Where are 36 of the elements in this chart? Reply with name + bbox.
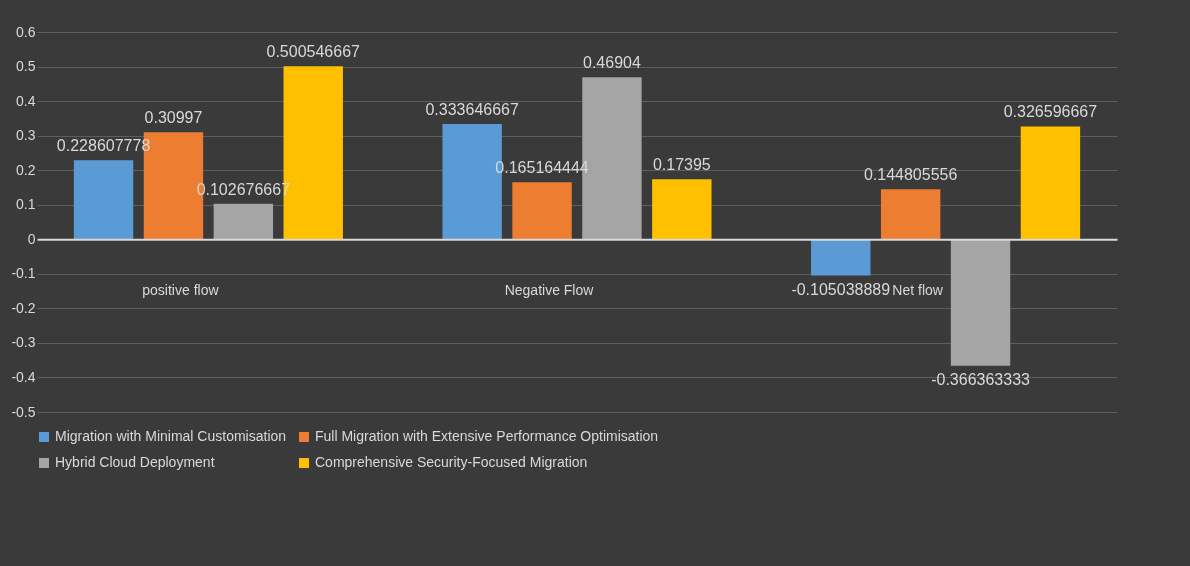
y-tick-label: 0 — [27, 230, 36, 247]
y-tick-label: -0.4 — [11, 368, 36, 385]
y-tick-label: 0.1 — [16, 196, 36, 213]
legend-label: Comprehensive Security-Focused Migration — [315, 454, 588, 470]
y-tick-label: -0.5 — [11, 403, 36, 420]
y-tick-label: -0.3 — [11, 334, 36, 351]
data-label: -0.366363333 — [931, 370, 1031, 388]
data-label: 0.17395 — [652, 156, 711, 174]
bar — [811, 239, 871, 276]
bar — [213, 203, 274, 240]
y-tick-label: 0.2 — [16, 161, 36, 178]
bar — [652, 179, 712, 240]
y-tick-label: 0.6 — [16, 23, 36, 40]
data-label: 0.500546667 — [266, 43, 361, 61]
legend-label: Full Migration with Extensive Performance Optimisation — [315, 428, 659, 444]
bar — [512, 182, 572, 240]
y-tick-label: 0.5 — [16, 58, 36, 75]
data-label: 0.326596667 — [1003, 103, 1098, 121]
bar — [880, 189, 941, 240]
data-label: 0.144805556 — [863, 166, 958, 184]
y-tick-label: -0.1 — [11, 265, 36, 282]
data-label: 0.46904 — [583, 54, 641, 72]
x-tick-label: positive flow — [142, 281, 220, 298]
bar — [1020, 126, 1081, 240]
bar — [73, 160, 134, 240]
legend-label: Migration with Minimal Customisation — [55, 428, 287, 444]
y-tick-label: -0.2 — [11, 299, 36, 316]
legend-label: Hybrid Cloud Deployment — [55, 454, 215, 470]
x-tick-label: Negative Flow — [504, 281, 595, 298]
bar — [950, 239, 1011, 366]
y-tick-label: 0.3 — [16, 127, 36, 144]
data-label: 0.30997 — [144, 109, 203, 127]
x-tick-label: Net flow — [892, 281, 944, 298]
data-label: 0.333646667 — [425, 101, 519, 119]
y-tick-label: 0.4 — [16, 92, 36, 109]
data-label: -0.105038889 — [791, 280, 891, 298]
